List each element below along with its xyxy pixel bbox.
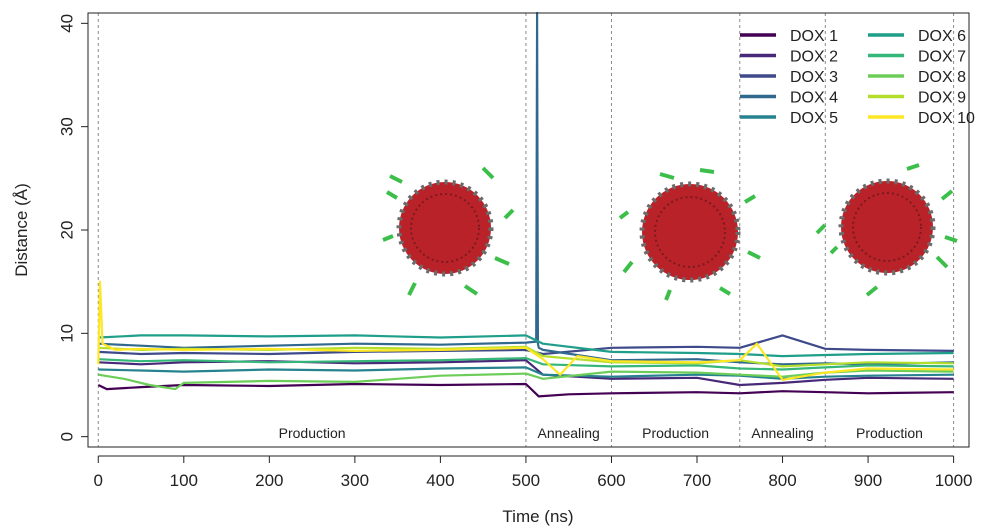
- region-label: Production: [856, 425, 923, 441]
- legend-label: DOX 2: [790, 49, 838, 66]
- series-line: [98, 11, 954, 366]
- x-tick-label: 700: [683, 471, 711, 490]
- x-tick-label: 900: [854, 471, 882, 490]
- x-tick-label: 500: [512, 471, 540, 490]
- legend-label: DOX 6: [918, 28, 966, 45]
- legend-label: DOX 9: [918, 90, 966, 107]
- x-tick-label: 400: [426, 471, 454, 490]
- x-tick-label: 1000: [935, 471, 973, 490]
- x-tick-label: 0: [94, 471, 103, 490]
- region-label: Annealing: [538, 425, 600, 441]
- legend-label: DOX 8: [918, 69, 966, 86]
- nanoparticle-illustration-1: [382, 166, 515, 296]
- series-line: [98, 357, 954, 371]
- y-tick-label: 30: [57, 117, 76, 136]
- series-line: [97, 280, 954, 381]
- legend-label: DOX 1: [790, 28, 838, 45]
- x-tick-label: 100: [170, 471, 198, 490]
- x-tick-label: 800: [768, 471, 796, 490]
- region-label: Production: [642, 425, 709, 441]
- series-line: [98, 369, 954, 391]
- y-tick-label: 10: [57, 324, 76, 343]
- y-tick-label: 40: [57, 14, 76, 33]
- series-lines: [97, 11, 954, 398]
- x-axis: 0 100 200 300 400 500 600 700 800 900 1000: [94, 455, 973, 490]
- x-tick-label: 300: [341, 471, 369, 490]
- legend-label: DOX 4: [790, 90, 838, 107]
- y-tick-label: 0: [57, 432, 76, 441]
- x-tick-label: 200: [255, 471, 283, 490]
- series-line: [98, 334, 954, 356]
- series-line: [98, 366, 954, 380]
- y-axis: 0 10 20 30 40: [57, 14, 88, 441]
- y-axis-title: Distance (Å): [12, 183, 31, 277]
- series-line: [97, 382, 954, 398]
- series-line: [98, 334, 954, 358]
- legend-label: DOX 7: [918, 49, 966, 66]
- region-labels: Production Annealing Production Annealing Pr…: [279, 425, 923, 441]
- region-label: Production: [279, 425, 346, 441]
- legend-label: DOX 3: [790, 69, 838, 86]
- nanoparticle-illustration-3: [815, 163, 958, 297]
- x-tick-label: 600: [597, 471, 625, 490]
- legend-label: DOX 10: [918, 110, 975, 127]
- y-tick-label: 20: [57, 221, 76, 240]
- legend: DOX 1 DOX 2 DOX 3 DOX 4 DOX 5 DOX 6 DOX 7 DOX 8…: [740, 28, 975, 127]
- region-label: Annealing: [751, 425, 813, 441]
- x-axis-title: Time (ns): [502, 507, 573, 526]
- legend-label: DOX 5: [790, 110, 838, 127]
- nanoparticle-illustration-2: [618, 168, 761, 301]
- region-separators: [97, 13, 955, 447]
